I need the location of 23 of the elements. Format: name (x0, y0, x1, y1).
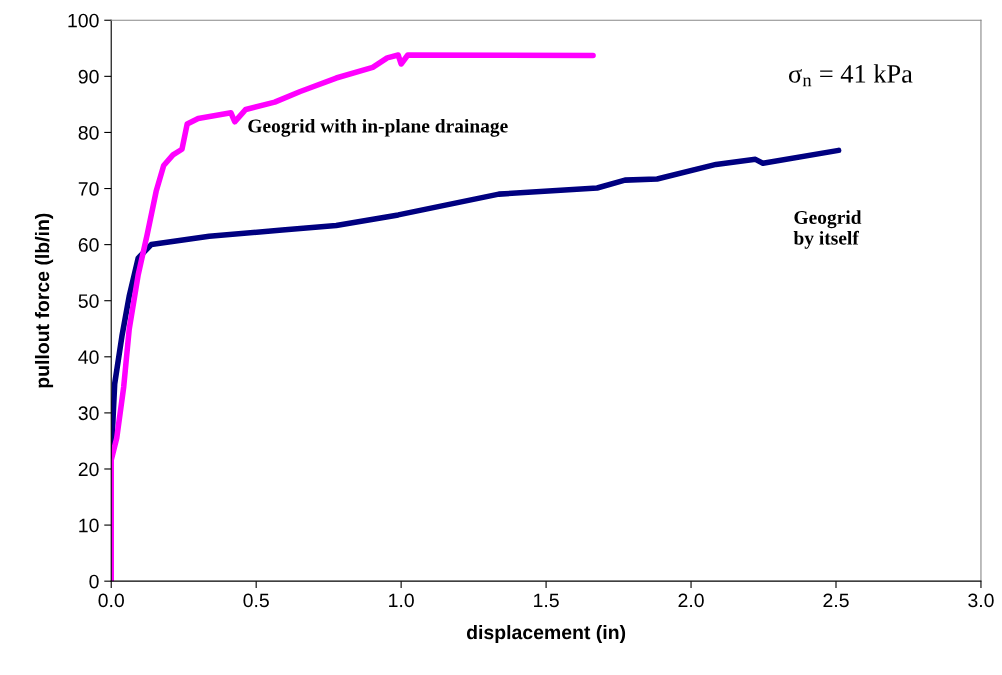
y-tick-label: 40 (78, 350, 99, 365)
y-tick-label: 0 (89, 574, 99, 589)
y-tick-label: 80 (78, 125, 99, 140)
series-label: Geogrid with in-plane drainage (248, 118, 508, 137)
x-tick-label: 0.5 (243, 593, 269, 608)
x-tick-label: 2.0 (678, 593, 704, 608)
text: Geogrid by itself (793, 210, 862, 249)
x-tick-label: 0.0 (98, 593, 124, 608)
annotation: σ$_{n}$ = 41 kPa (788, 64, 913, 87)
x-tick-label: 2.5 (823, 593, 849, 608)
y-tick-label: 100 (68, 13, 99, 28)
y-tick-label: 90 (78, 69, 99, 84)
x-tick-label: 3.0 (968, 593, 994, 608)
y-tick-label: 10 (79, 518, 99, 533)
y-tick-label: 30 (78, 406, 99, 421)
x-tick-label: 1.0 (389, 593, 414, 608)
y-tick-label: 70 (78, 182, 99, 196)
y-tick-label: 60 (78, 238, 99, 252)
y-tick-label: 50 (78, 294, 99, 308)
x-axis-title: displacement (in) (466, 625, 626, 644)
y-tick-label: 20 (78, 462, 99, 477)
y-axis-title: pullout force (lb/in) (34, 213, 54, 388)
x-tick-label: 1.5 (534, 593, 559, 608)
